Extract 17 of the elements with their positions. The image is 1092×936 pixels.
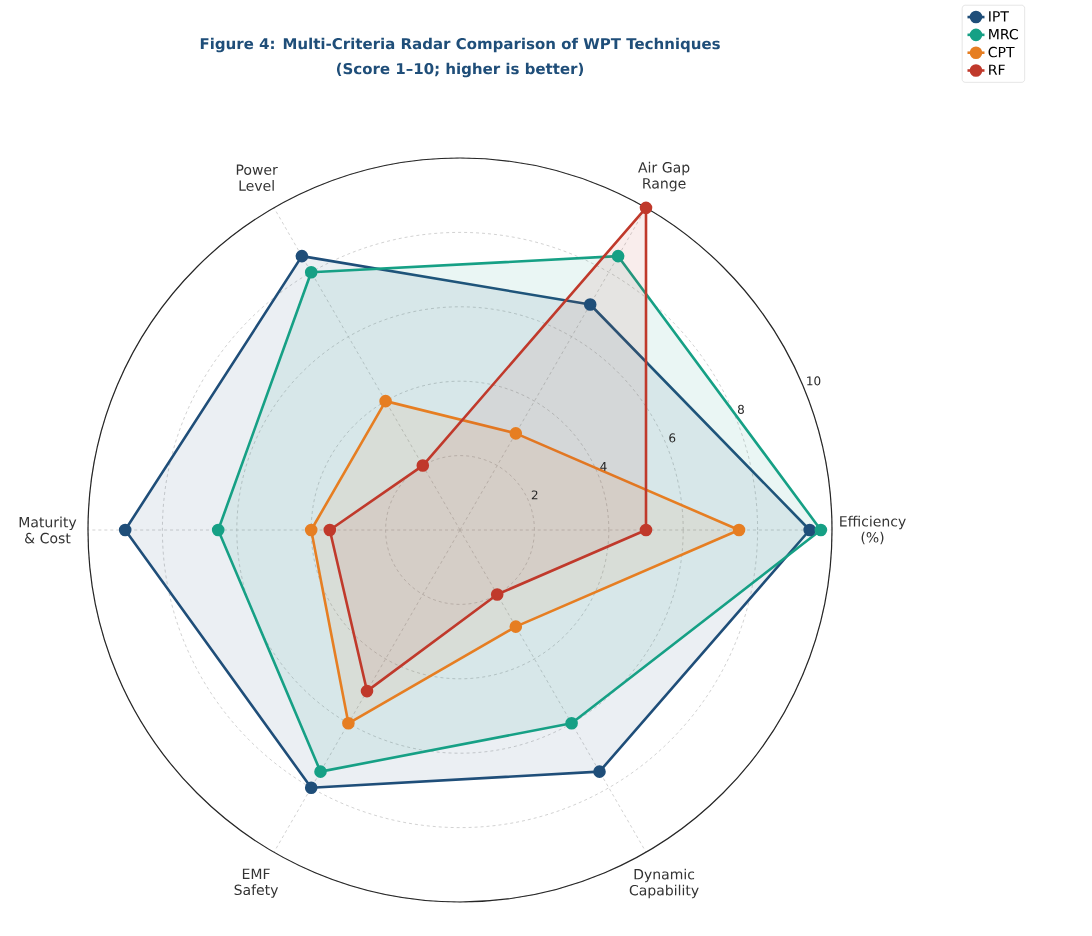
legend-label: RF bbox=[989, 64, 1005, 75]
y-tick-label: 4 bbox=[600, 462, 607, 471]
y-tick-label: 10 bbox=[807, 376, 821, 386]
spoke-label: Power Level bbox=[236, 164, 278, 191]
legend-label: MRC bbox=[989, 28, 1018, 40]
spoke-label: EMF Safety bbox=[234, 868, 279, 898]
y-tick-label: 2 bbox=[531, 490, 538, 500]
y-tick-label: 8 bbox=[737, 404, 744, 414]
spoke-label: Efficiency (%) bbox=[840, 515, 906, 545]
spoke-label: Dynamic Capability bbox=[629, 868, 699, 899]
legend-label: IPT bbox=[989, 11, 1009, 22]
spoke-label: Air Gap Range bbox=[638, 161, 690, 192]
text: (Score 1–10; higher is better) bbox=[336, 62, 584, 78]
text: Figure 4: Multi-Criteria Radar Comparison of WPT Techniques bbox=[200, 37, 720, 53]
legend-label: CPT bbox=[988, 46, 1015, 58]
spoke-label: Maturity & Cost bbox=[19, 516, 77, 544]
y-tick-label: 6 bbox=[669, 433, 676, 443]
